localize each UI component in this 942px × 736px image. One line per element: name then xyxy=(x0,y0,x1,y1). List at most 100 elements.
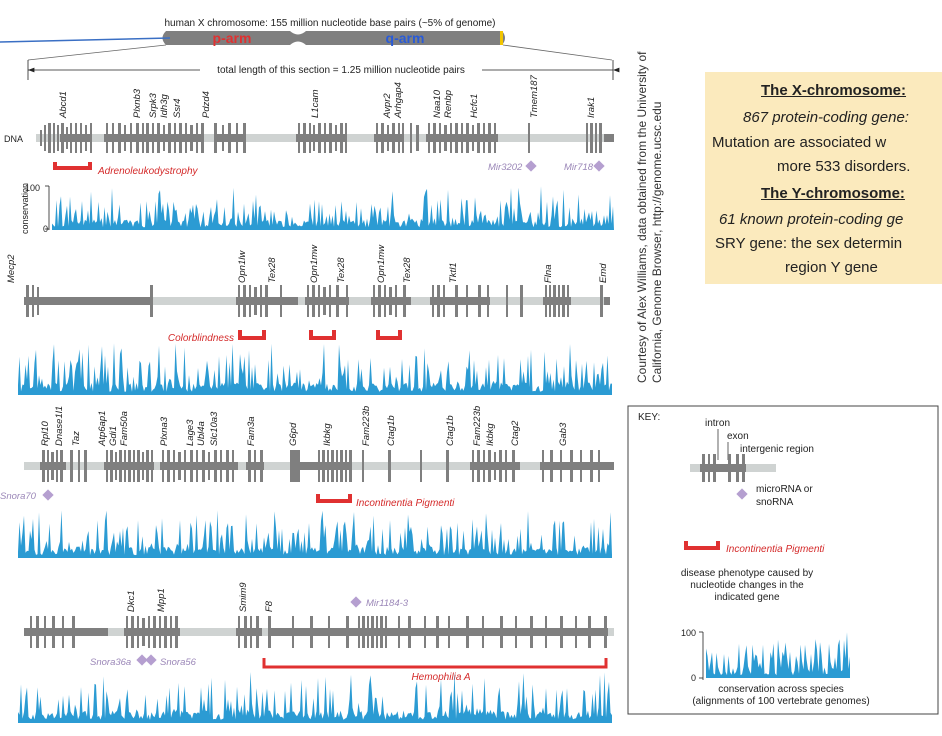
gene-exons xyxy=(40,123,614,153)
key-gene xyxy=(700,464,746,472)
key-microrna-marker xyxy=(736,488,748,500)
track-row-1: DNA Abcd1 Plxnb3 Srpk3 Idh3g Ssr4 Pdzd4 … xyxy=(4,75,614,234)
pointer-line xyxy=(0,37,171,43)
microrna-label: Mir3202 xyxy=(488,162,523,173)
gene-label: Arhgap4 xyxy=(393,82,404,119)
gene-label: Ctag2 xyxy=(510,420,521,446)
axis-tick-100: 100 xyxy=(25,183,40,193)
gene-label: Fam3a xyxy=(246,416,257,446)
gene-exons xyxy=(24,616,608,648)
conservation-track xyxy=(18,672,612,723)
gene-label: Lage3 xyxy=(185,419,196,446)
gene-label: Ssr4 xyxy=(172,98,183,118)
key-conservation-track xyxy=(706,632,850,678)
info-box: The X-chromosome: 867 protein-coding gen… xyxy=(705,72,942,284)
disease-bracket xyxy=(238,330,266,340)
gene-exons xyxy=(40,450,614,482)
gene-label: Opn1mw xyxy=(309,244,320,283)
gene-label: Mpp1 xyxy=(156,588,167,612)
zoom-line-left xyxy=(27,44,167,61)
x-chromosome-title: The X-chromosome: xyxy=(761,82,907,99)
gene-label: Dnase1l1 xyxy=(54,406,65,446)
gene-label: Ctag1b xyxy=(445,415,456,446)
key-conservation-label-2: (alignments of 100 vertebrate genomes) xyxy=(692,696,869,707)
conservation-label: conservation xyxy=(20,183,30,234)
dna-label: DNA xyxy=(4,134,23,144)
section-length-label: total length of this section = 1.25 mill… xyxy=(217,65,465,76)
conservation-track xyxy=(18,510,612,558)
section-marker xyxy=(500,31,503,45)
gene-exons xyxy=(24,285,610,317)
gene-label: Taz xyxy=(71,431,82,446)
y-chromosome-line-3: region Y gene xyxy=(785,259,878,276)
gene-label: Smim9 xyxy=(238,582,249,612)
gene-label: Ctag1b xyxy=(386,415,397,446)
key-microrna-label: microRNA or xyxy=(756,484,813,495)
gene-label: Emd xyxy=(598,263,609,283)
gene-label: Atp6ap1 xyxy=(97,411,108,447)
gene-label: Plxna3 xyxy=(159,416,170,446)
microrna-label: Snora36a xyxy=(90,657,131,668)
gene-label: Opn1lw xyxy=(237,250,248,283)
conservation-area xyxy=(52,186,614,230)
credit-line-1: Courtesy of Alex Williams, data obtained… xyxy=(635,51,649,383)
key-intergenic-label: intergenic region xyxy=(740,444,814,455)
conservation-track xyxy=(18,343,612,395)
gene-label: Dkc1 xyxy=(126,590,137,612)
gene-label: F8 xyxy=(264,600,275,612)
microrna-marker xyxy=(350,596,362,608)
credit-line-2: California, Genome Browser, http://genom… xyxy=(650,102,664,383)
microrna-marker xyxy=(525,160,537,172)
gene-label: Fam50a xyxy=(119,411,130,446)
gene-label: Fam223b xyxy=(361,406,372,446)
gene-label: Tex28 xyxy=(402,257,413,283)
p-arm-label: p-arm xyxy=(213,30,252,46)
y-chromosome-line-1: 61 known protein-coding ge xyxy=(719,211,904,228)
key-axis-0: 0 xyxy=(691,673,696,683)
gene-label: Idh3g xyxy=(159,94,170,118)
x-chromosome-line-3: more 533 disorders. xyxy=(777,158,911,175)
conservation-track xyxy=(52,186,614,230)
microrna-label: Snora56 xyxy=(160,657,197,668)
microrna-label: Mir718 xyxy=(564,162,594,173)
gene-label: Plxnb3 xyxy=(132,88,143,118)
track-row-3: Rpl10 Dnase1l1 Taz Atp6ap1 Gdi1 Fam50a P… xyxy=(0,406,614,509)
gene-label: Tmem187 xyxy=(529,75,540,118)
key-microrna-label-2: snoRNA xyxy=(756,497,794,508)
x-chromosome-line-2: Mutation are associated w xyxy=(712,134,887,151)
disease-bracket xyxy=(53,162,92,170)
key-disease-desc-2: nucleotide changes in the xyxy=(690,580,804,591)
gene-label: Tex28 xyxy=(267,257,278,283)
x-chromosome-line-1: 867 protein-coding gene: xyxy=(743,109,909,126)
disease-label: Hemophilia A xyxy=(411,672,470,683)
gene-label: Fam223b xyxy=(472,406,483,446)
key-intron-label: intron xyxy=(705,418,730,429)
gene-label: Srpk3 xyxy=(148,92,159,118)
key-title: KEY: xyxy=(638,412,660,423)
gene-label: Flna xyxy=(543,265,554,283)
conservation-area xyxy=(18,343,612,395)
gene-label: L1cam xyxy=(310,89,321,118)
disease-bracket xyxy=(262,658,608,669)
key-panel: KEY: intron exon intergenic region micro… xyxy=(627,405,939,715)
disease-bracket xyxy=(309,330,336,340)
gene-label: Tktl1 xyxy=(448,262,459,283)
gene-label: Gdi1 xyxy=(108,426,119,446)
y-chromosome-title: The Y-chromosome: xyxy=(761,185,905,202)
gene-label: Tex28 xyxy=(336,257,347,283)
track-row-4: Dkc1 Mpp1 Smim9 F8 Mir1184-3 Snora36a Sn… xyxy=(24,582,614,683)
key-axis-100: 100 xyxy=(681,628,696,638)
key-conservation-label-1: conservation across species xyxy=(718,684,844,695)
key-disease-desc-1: disease phenotype caused by xyxy=(681,568,813,579)
gene-label: Mecp2 xyxy=(6,254,17,283)
conservation-area xyxy=(18,672,612,723)
key-disease-bracket xyxy=(684,541,720,550)
key-exon-label: exon xyxy=(727,431,749,442)
disease-label: Colorblindness xyxy=(168,333,234,344)
microrna-marker xyxy=(593,160,605,172)
key-disease-desc-3: indicated gene xyxy=(714,592,779,603)
gene-label: Gab3 xyxy=(558,422,569,446)
gene-label: Rpl10 xyxy=(40,420,51,446)
y-chromosome-line-2: SRY gene: the sex determin xyxy=(715,235,903,252)
